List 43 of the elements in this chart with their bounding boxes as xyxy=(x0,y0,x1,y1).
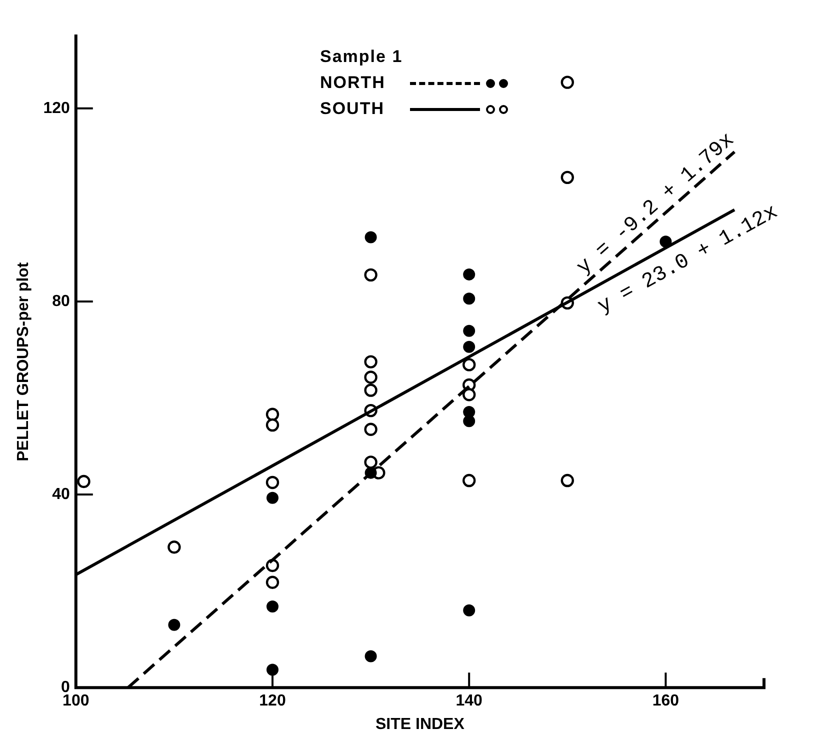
point xyxy=(77,474,90,488)
point xyxy=(266,664,278,676)
point xyxy=(266,576,280,589)
point xyxy=(462,474,476,488)
x-tick-label: 140 xyxy=(456,692,483,710)
y-tick-label: 120 xyxy=(43,100,70,117)
point xyxy=(463,604,476,616)
legend-title: Sample 1 xyxy=(320,46,404,68)
point xyxy=(168,618,180,631)
point xyxy=(560,76,574,89)
point xyxy=(463,268,476,280)
point xyxy=(463,292,476,305)
point xyxy=(364,456,378,469)
point xyxy=(364,384,378,397)
point xyxy=(266,418,280,432)
point xyxy=(364,370,378,384)
point xyxy=(462,358,476,372)
point xyxy=(266,492,278,504)
x-tick-label: 120 xyxy=(259,692,286,710)
point xyxy=(266,600,278,613)
point xyxy=(266,476,280,490)
point xyxy=(463,415,476,428)
legend-label: SOUTH xyxy=(320,99,386,119)
point xyxy=(462,388,476,402)
point xyxy=(364,268,378,282)
point xyxy=(168,540,181,554)
point xyxy=(660,236,672,248)
point xyxy=(364,650,377,662)
x-axis-title: SITE INDEX xyxy=(375,716,465,733)
point xyxy=(560,474,574,488)
legend-label: NORTH xyxy=(320,73,386,93)
point xyxy=(364,355,378,368)
y-axis-title: PELLET GROUPS-per plot xyxy=(15,262,32,462)
x-tick-label: 100 xyxy=(62,692,90,710)
point xyxy=(560,170,574,184)
y-tick-label: 80 xyxy=(52,292,70,310)
point xyxy=(266,408,280,422)
point xyxy=(463,324,476,337)
point xyxy=(364,231,377,244)
point xyxy=(463,340,476,353)
point xyxy=(364,422,378,436)
x-tick-label: 160 xyxy=(652,692,680,710)
y-tick-label: 40 xyxy=(52,486,70,503)
